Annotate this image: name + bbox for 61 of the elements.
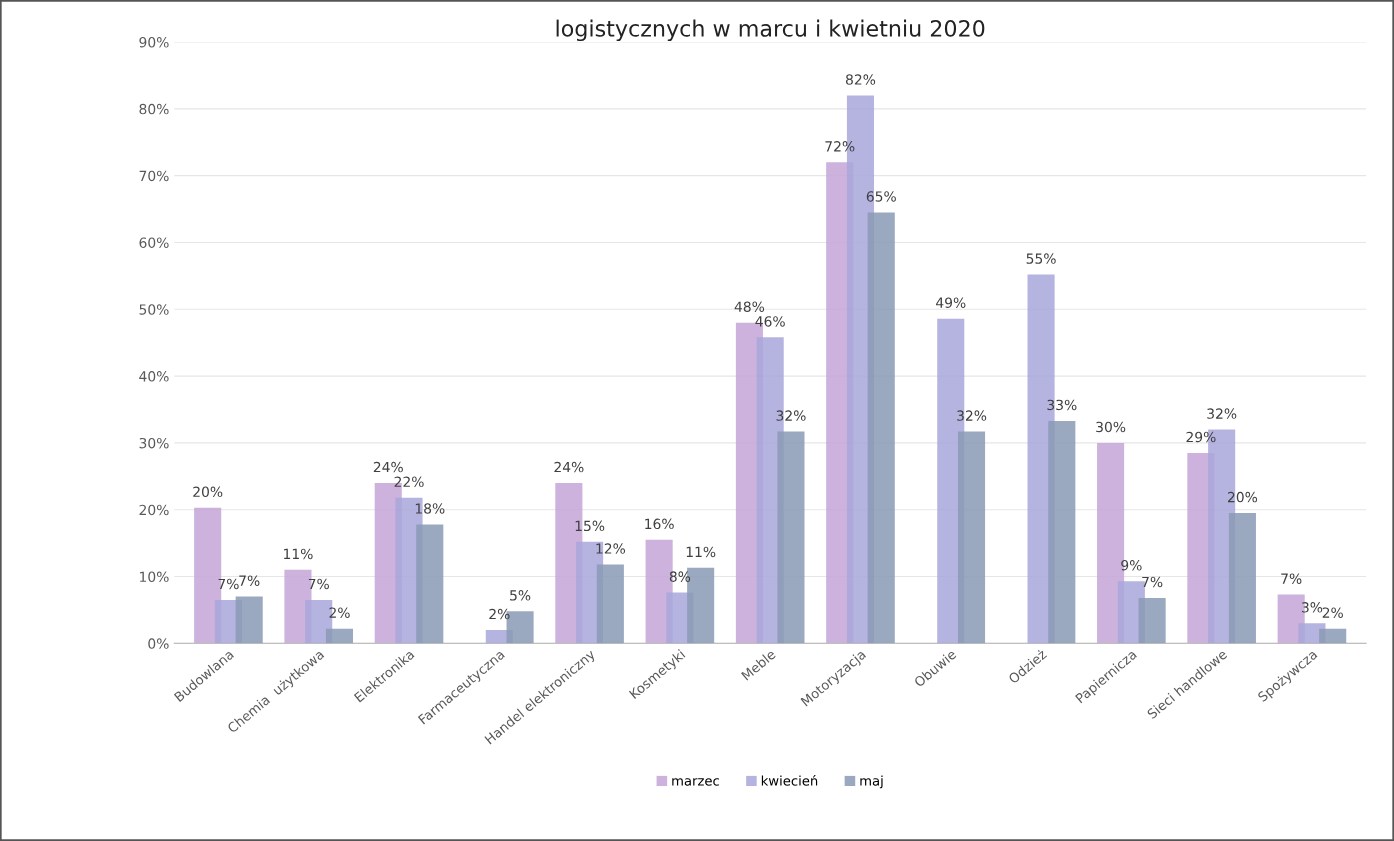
y-tick-label: 60% — [139, 237, 169, 248]
data-label: 12% — [596, 543, 626, 554]
data-label: 32% — [1207, 408, 1237, 419]
data-label: 22% — [394, 476, 424, 487]
data-label: 7% — [218, 578, 239, 590]
data-label: 65% — [866, 191, 896, 202]
y-tick-label: 30% — [139, 437, 169, 449]
data-label: 30% — [1096, 421, 1126, 433]
data-label: 32% — [957, 410, 987, 421]
y-tick-label: 90% — [139, 37, 169, 48]
data-label: 2% — [329, 607, 350, 618]
bar — [416, 524, 444, 644]
data-label: 9% — [1121, 560, 1142, 571]
data-label: 11% — [686, 546, 716, 558]
bar — [596, 564, 624, 644]
data-label: 72% — [825, 141, 855, 152]
legend-label: maj — [860, 775, 883, 789]
data-label: 7% — [308, 578, 329, 590]
data-label: 3% — [1301, 602, 1323, 613]
data-label: 2% — [489, 608, 510, 620]
data-label: 2% — [1322, 607, 1343, 618]
bar — [1319, 628, 1347, 644]
y-tick-label: 10% — [140, 571, 169, 583]
bar — [777, 431, 805, 644]
y-tick-label: 80% — [139, 103, 169, 115]
data-label: 5% — [510, 590, 531, 601]
y-tick-label: 20% — [139, 504, 169, 516]
data-label: 48% — [734, 301, 765, 312]
data-label: 15% — [575, 520, 605, 532]
data-label: 55% — [1026, 253, 1056, 264]
y-tick-label: 0% — [148, 638, 169, 649]
data-label: 16% — [645, 518, 674, 530]
y-tick-label: 70% — [139, 170, 169, 182]
chart-title: logistycznych w marcu i kwietniu 2020 — [556, 19, 985, 42]
legend-label: kwiecień — [761, 774, 818, 786]
bar — [957, 431, 986, 644]
data-label: 24% — [373, 461, 403, 473]
bar — [1138, 597, 1166, 644]
data-label: 49% — [936, 297, 966, 308]
bar — [325, 628, 354, 644]
data-label: 24% — [554, 461, 584, 473]
data-label: 18% — [415, 503, 445, 514]
bar — [1228, 513, 1256, 644]
data-label: 82% — [845, 74, 876, 85]
data-label: 11% — [284, 548, 313, 560]
bar — [235, 596, 263, 644]
data-label: 29% — [1186, 431, 1216, 443]
y-tick-label: 50% — [139, 304, 169, 315]
data-label: 7% — [239, 575, 260, 586]
bar — [867, 212, 895, 644]
data-label: 20% — [1228, 491, 1258, 503]
data-label: 7% — [1142, 576, 1163, 588]
data-label: 46% — [755, 316, 785, 327]
y-tick-label: 40% — [139, 371, 169, 382]
legend-label: marzec — [672, 778, 719, 786]
data-label: 33% — [1047, 399, 1077, 411]
data-label: 8% — [669, 571, 691, 582]
data-label: 20% — [193, 486, 223, 498]
bar — [1048, 420, 1076, 644]
data-label: 7% — [1281, 573, 1302, 584]
data-label: 32% — [776, 410, 806, 421]
